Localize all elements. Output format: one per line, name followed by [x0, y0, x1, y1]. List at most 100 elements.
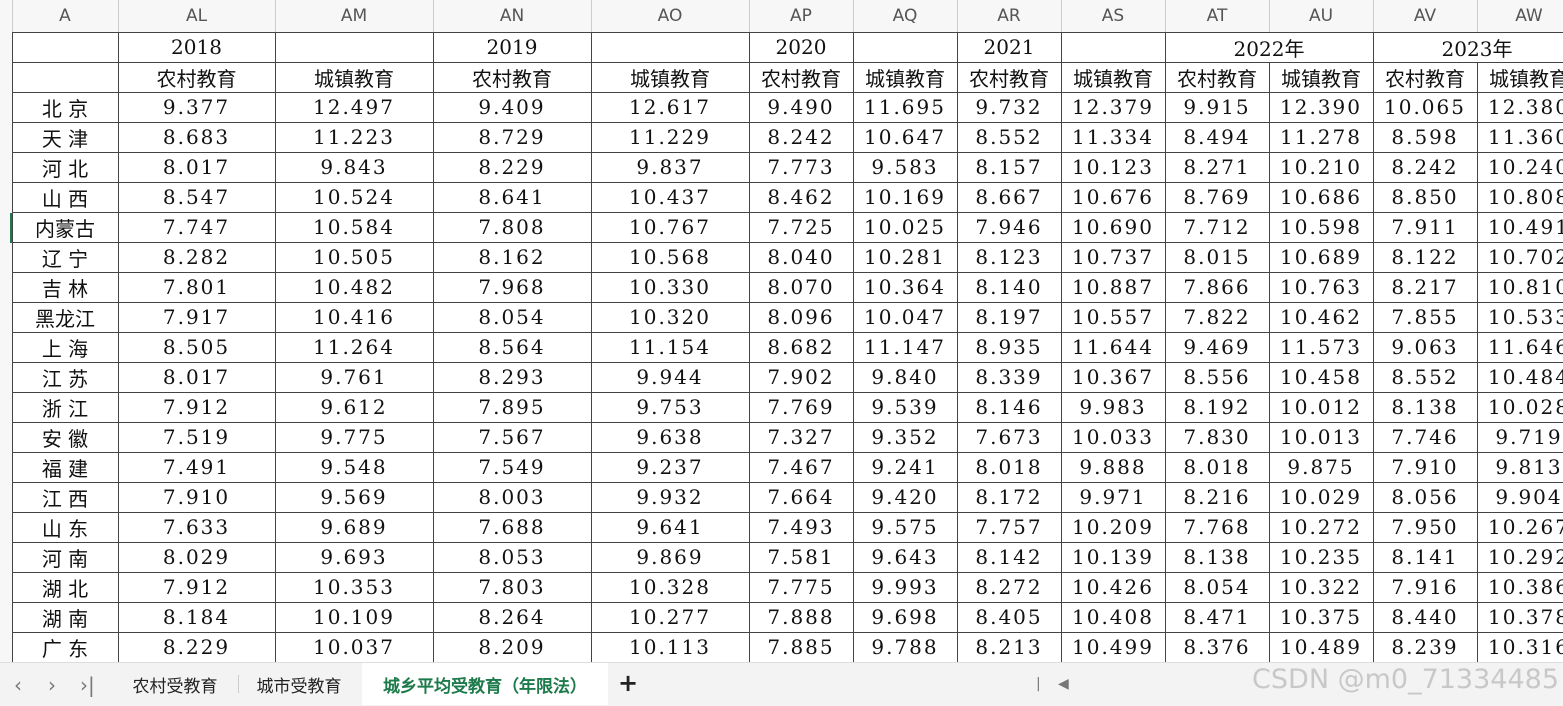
nav-first[interactable]: ‹: [14, 673, 22, 697]
value-cell: 7.912: [162, 395, 231, 419]
value-cell: 8.157: [975, 155, 1043, 179]
value-cell: 10.109: [313, 605, 395, 629]
value-cell: 8.293: [478, 365, 546, 389]
value-cell: 8.040: [767, 245, 835, 269]
value-cell: 11.644: [1072, 335, 1154, 359]
grid-line: [12, 482, 1563, 483]
value-cell: 10.533: [1488, 305, 1563, 329]
value-cell: 7.747: [162, 215, 231, 239]
value-cell: 8.729: [478, 125, 546, 149]
header-divider: [957, 0, 958, 32]
value-cell: 9.469: [1183, 335, 1251, 359]
value-cell: 8.146: [975, 395, 1043, 419]
value-cell: 10.557: [1072, 305, 1154, 329]
grid-line: [12, 452, 1563, 453]
nav-next[interactable]: ›: [48, 673, 56, 697]
value-cell: 8.556: [1183, 365, 1251, 389]
value-cell: 7.581: [767, 545, 835, 569]
value-cell: 9.638: [636, 425, 704, 449]
value-cell: 9.539: [871, 395, 939, 419]
scroll-left[interactable]: ◀: [1058, 676, 1069, 692]
tab-divider: [238, 675, 239, 693]
value-cell: 7.910: [1391, 455, 1459, 479]
value-cell: 10.322: [1280, 575, 1362, 599]
sheet-tab[interactable]: 城市受教育: [256, 676, 342, 697]
value-cell: 9.241: [871, 455, 939, 479]
value-cell: 10.028: [1488, 395, 1563, 419]
value-cell: 11.278: [1280, 125, 1362, 149]
value-cell: 7.946: [975, 215, 1043, 239]
value-cell: 8.667: [975, 185, 1043, 209]
value-cell: 10.123: [1072, 155, 1154, 179]
column-header: AN: [499, 6, 525, 26]
value-cell: 8.272: [975, 575, 1043, 599]
value-cell: 8.405: [975, 605, 1043, 629]
value-cell: 10.328: [629, 575, 711, 599]
nav-last[interactable]: ›|: [80, 673, 95, 697]
subheader-cell: 城镇教育: [314, 66, 394, 91]
value-cell: 10.491: [1488, 215, 1563, 239]
value-cell: 9.732: [975, 95, 1043, 119]
value-cell: 12.380: [1488, 95, 1563, 119]
value-cell: 10.584: [313, 215, 395, 239]
value-cell: 8.440: [1391, 605, 1459, 629]
value-cell: 7.916: [1391, 575, 1459, 599]
value-cell: 8.682: [767, 335, 835, 359]
value-cell: 10.316: [1488, 635, 1563, 659]
value-cell: 9.788: [871, 635, 939, 659]
value-cell: 8.935: [975, 335, 1043, 359]
value-cell: 11.360: [1488, 125, 1563, 149]
region-cell: 天 津: [41, 126, 89, 151]
header-divider: [1269, 0, 1270, 32]
value-cell: 9.409: [478, 95, 546, 119]
value-cell: 8.598: [1391, 125, 1459, 149]
sheet-tab[interactable]: 城乡平均受教育（年限法）: [362, 663, 608, 705]
value-cell: 9.237: [636, 455, 704, 479]
column-header: AW: [1515, 6, 1543, 26]
value-cell: 9.352: [871, 425, 939, 449]
value-cell: 8.138: [1183, 545, 1251, 569]
grid-line: [12, 212, 1563, 213]
value-cell: 8.242: [767, 125, 835, 149]
sheet-tab[interactable]: 农村受教育: [132, 676, 218, 697]
column-header: AR: [997, 6, 1021, 26]
value-cell: 10.808: [1488, 185, 1563, 209]
region-cell: 山 东: [41, 516, 89, 541]
value-cell: 10.235: [1280, 545, 1362, 569]
value-cell: 10.499: [1072, 635, 1154, 659]
column-header: A: [59, 6, 71, 26]
value-cell: 7.866: [1183, 275, 1251, 299]
year-cell: 2021: [983, 35, 1035, 59]
region-cell: 福 建: [41, 456, 89, 481]
header-divider: [275, 0, 276, 32]
value-cell: 9.983: [1079, 395, 1147, 419]
scroll-divider: |: [1036, 676, 1041, 692]
value-cell: 8.142: [975, 545, 1043, 569]
value-cell: 8.140: [975, 275, 1043, 299]
column-header: AT: [1206, 6, 1228, 26]
value-cell: 10.524: [313, 185, 395, 209]
value-cell: 8.216: [1183, 485, 1251, 509]
region-cell: 内蒙古: [35, 216, 95, 241]
grid-line: [12, 272, 1563, 273]
value-cell: 8.282: [162, 245, 231, 269]
grid-line: [275, 62, 276, 662]
value-cell: 10.065: [1384, 95, 1466, 119]
value-cell: 9.843: [320, 155, 388, 179]
value-cell: 9.377: [162, 95, 231, 119]
value-cell: 10.484: [1488, 365, 1563, 389]
value-cell: 8.213: [975, 635, 1043, 659]
value-cell: 9.063: [1391, 335, 1459, 359]
add-sheet[interactable]: +: [618, 669, 639, 697]
value-cell: 8.471: [1183, 605, 1251, 629]
value-cell: 9.689: [320, 515, 388, 539]
value-cell: 10.458: [1280, 365, 1362, 389]
subheader-cell: 城镇教育: [1073, 66, 1153, 91]
value-cell: 9.761: [320, 365, 388, 389]
grid-line: [749, 62, 750, 662]
value-cell: 8.462: [767, 185, 835, 209]
value-cell: 7.950: [1391, 515, 1459, 539]
value-cell: 10.378: [1488, 605, 1563, 629]
value-cell: 9.875: [1287, 455, 1355, 479]
watermark: CSDN @m0_71334485: [1252, 664, 1559, 695]
